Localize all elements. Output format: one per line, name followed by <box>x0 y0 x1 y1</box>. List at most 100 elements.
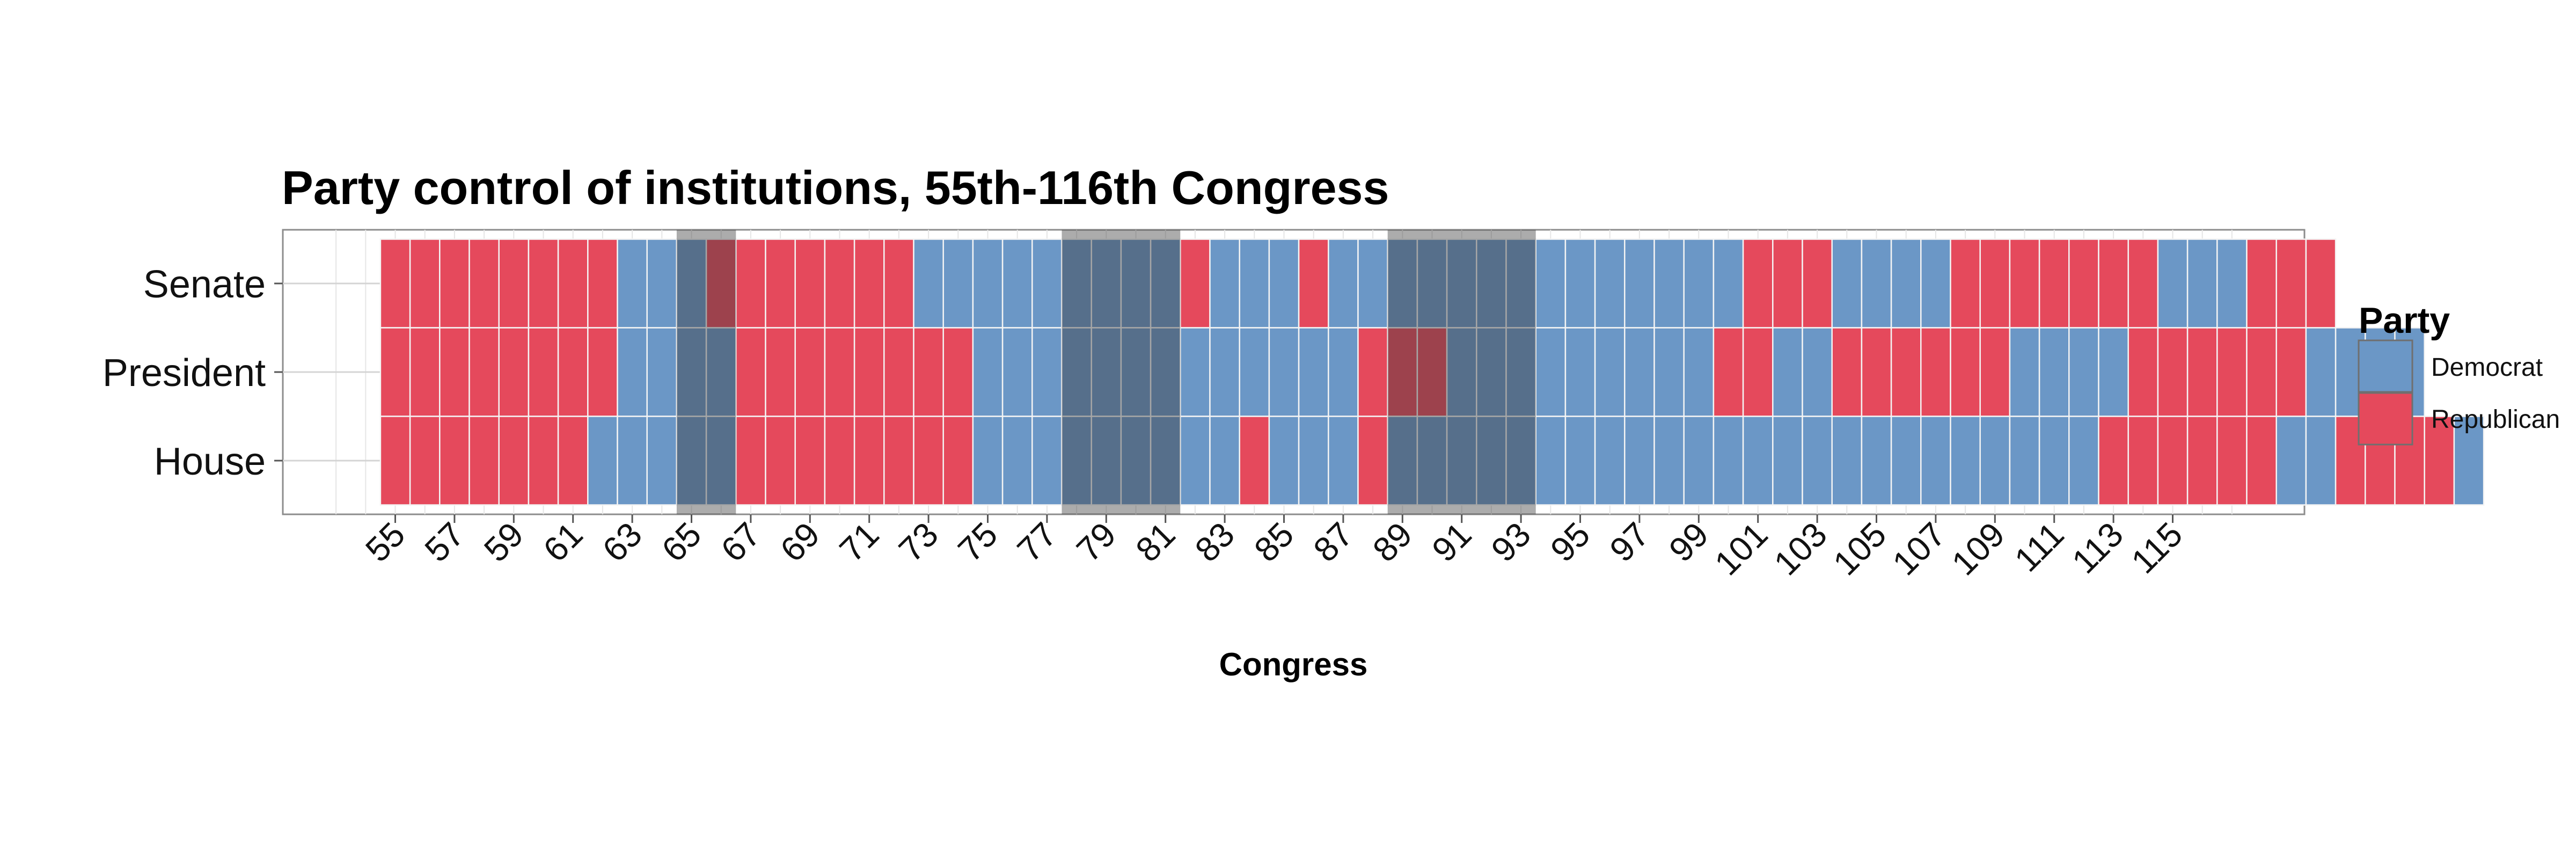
legend: Party Democrat Republican <box>2358 300 2560 446</box>
x-tick-label-105: 105 <box>1826 515 1893 583</box>
tile-president-88 <box>1357 327 1388 417</box>
x-tick-label-83: 83 <box>1188 515 1242 569</box>
tile-house-72 <box>883 416 914 506</box>
tile-senate-56 <box>409 238 441 329</box>
tile-house-99 <box>1683 416 1715 506</box>
tile-house-57 <box>439 416 470 506</box>
tile-senate-114 <box>2127 238 2159 329</box>
tile-president-80 <box>1120 327 1152 417</box>
tile-president-59 <box>498 327 530 417</box>
tile-senate-117 <box>2216 238 2248 329</box>
x-axis-ticks: 55 57 59 61 63 65 67 69 71 73 75 77 79 81 83 85 87 89 91 93… <box>358 514 2190 583</box>
tile-house-125 <box>2453 416 2485 506</box>
x-tick-label-113: 113 <box>2065 515 2131 581</box>
x-tick-label-65: 65 <box>654 515 708 569</box>
x-tick-label-101: 101 <box>1707 515 1775 583</box>
tile-senate-68 <box>765 238 796 329</box>
x-tick-label-91: 91 <box>1424 515 1479 569</box>
tile-senate-109 <box>1979 238 2011 329</box>
tile-senate-60 <box>528 238 559 329</box>
tile-senate-72 <box>883 238 914 329</box>
tile-president-84 <box>1239 327 1270 417</box>
tile-president-98 <box>1653 327 1685 417</box>
x-tick-label-99: 99 <box>1662 515 1716 569</box>
shaded-period <box>1387 230 1536 514</box>
tile-senate-83 <box>1209 238 1240 329</box>
tile-president-55 <box>379 327 411 417</box>
tile-president-110 <box>2009 327 2040 417</box>
tile-senate-59 <box>498 238 530 329</box>
tile-senate-57 <box>439 238 470 329</box>
tile-senate-102 <box>1772 238 1803 329</box>
tile-senate-110 <box>2009 238 2040 329</box>
tile-house-82 <box>1180 416 1211 506</box>
tile-president-119 <box>2275 327 2307 417</box>
tile-senate-95 <box>1564 238 1596 329</box>
tile-house-67 <box>735 416 766 506</box>
tile-president-108 <box>1950 327 1981 417</box>
tile-president-107 <box>1920 327 1951 417</box>
tile-president-76 <box>1001 327 1033 417</box>
tile-president-58 <box>469 327 500 417</box>
tile-house-89 <box>1387 416 1418 506</box>
x-tick-label-93: 93 <box>1484 515 1538 569</box>
tile-senate-119 <box>2275 238 2307 329</box>
tile-president-83 <box>1209 327 1240 417</box>
legend-label-democrat: Democrat <box>2431 353 2543 382</box>
tile-senate-69 <box>794 238 826 329</box>
tile-president-118 <box>2246 327 2277 417</box>
tile-house-100 <box>1713 416 1744 506</box>
tile-house-77 <box>1031 416 1063 506</box>
tile-president-72 <box>883 327 914 417</box>
tile-senate-63 <box>617 238 648 329</box>
x-tick-label-69: 69 <box>773 515 827 569</box>
tile-president-60 <box>528 327 559 417</box>
legend-swatch-republican <box>2358 392 2413 446</box>
tile-senate-94 <box>1535 238 1567 329</box>
x-tick-label-107: 107 <box>1885 515 1952 583</box>
tile-house-120 <box>2305 416 2337 506</box>
tile-senate-70 <box>824 238 855 329</box>
x-tick-label-103: 103 <box>1767 515 1834 583</box>
legend-label-republican: Republican <box>2431 405 2560 434</box>
tile-senate-101 <box>1742 238 1774 329</box>
tile-president-56 <box>409 327 441 417</box>
tile-senate-116 <box>2186 238 2218 329</box>
tile-senate-64 <box>646 238 678 329</box>
tile-senate-87 <box>1328 238 1359 329</box>
tile-president-73 <box>913 327 944 417</box>
x-tick-label-87: 87 <box>1306 515 1360 569</box>
x-tick-label-77: 77 <box>1010 515 1064 569</box>
tile-president-70 <box>824 327 855 417</box>
tile-president-85 <box>1268 327 1300 417</box>
tile-president-100 <box>1713 327 1744 417</box>
tile-house-78 <box>1061 416 1092 506</box>
tile-senate-62 <box>587 238 618 329</box>
x-tick-label-111: 111 <box>2007 515 2072 579</box>
x-tick-label-81: 81 <box>1128 515 1182 569</box>
tile-house-102 <box>1772 416 1803 506</box>
shaded-periods <box>676 230 1536 514</box>
tile-senate-61 <box>557 238 589 329</box>
tile-house-85 <box>1268 416 1300 506</box>
tile-president-111 <box>2038 327 2070 417</box>
tile-president-101 <box>1742 327 1774 417</box>
tile-house-64 <box>646 416 678 506</box>
y-label-house: House <box>154 440 266 483</box>
tile-house-96 <box>1594 416 1626 506</box>
tile-president-120 <box>2305 327 2337 417</box>
tile-house-56 <box>409 416 441 506</box>
x-tick-label-109: 109 <box>1944 515 2012 583</box>
tile-senate-79 <box>1091 238 1122 329</box>
tile-senate-76 <box>1001 238 1033 329</box>
tile-house-87 <box>1328 416 1359 506</box>
tile-senate-84 <box>1239 238 1270 329</box>
tile-house-61 <box>557 416 589 506</box>
x-tick-label-57: 57 <box>418 515 472 569</box>
tile-senate-120 <box>2305 238 2337 329</box>
tile-senate-81 <box>1150 238 1181 329</box>
tile-president-74 <box>942 327 974 417</box>
tile-senate-118 <box>2246 238 2277 329</box>
tile-senate-98 <box>1653 238 1685 329</box>
tile-house-84 <box>1239 416 1270 506</box>
